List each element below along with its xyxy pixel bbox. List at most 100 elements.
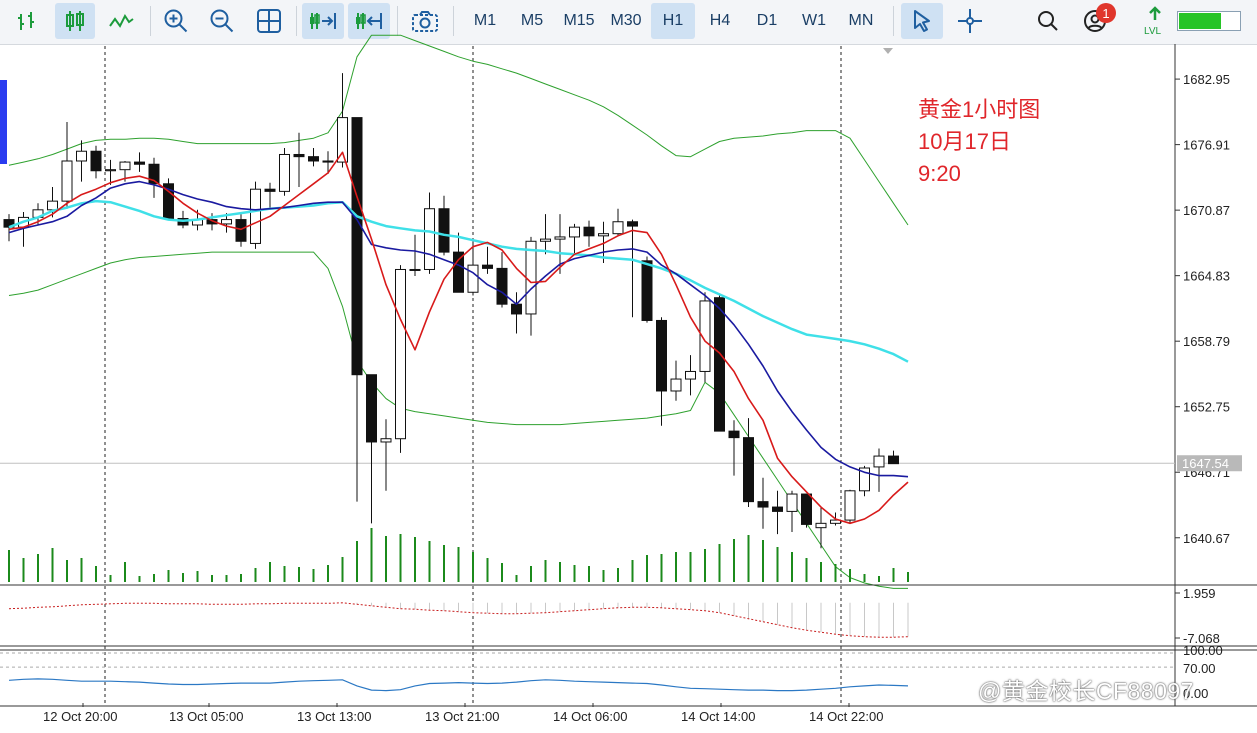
candle-bullish [47,200,58,211]
candle-bullish [380,438,392,443]
chart-toolbar: M1 M5 M15 M30 H1 H4 D1 W1 MN 1 LVL [0,0,1257,45]
time-tick-label: 14 Oct 06:00 [553,709,627,724]
candle-bullish [105,169,116,172]
candle-bullish [873,455,885,468]
candlestick-icon[interactable] [55,3,95,39]
timeframe-h4[interactable]: H4 [709,12,731,29]
candle-bearish [772,506,783,512]
candle-bearish [134,161,145,165]
indicator-tick-label: 0.00 [1183,686,1208,701]
candle-bearish [322,160,334,163]
candle-bearish [801,493,812,525]
candle-bearish [641,260,653,321]
timeframe-m1[interactable]: M1 [473,12,497,29]
annotation-title: 黄金1小时图 [918,97,1041,122]
indicator-signal-line [8,602,909,638]
current-price-label: 1647.54 [1182,456,1229,471]
main-plot-area [0,46,1175,583]
candle-bearish [293,153,305,158]
time-tick-label: 13 Oct 05:00 [169,709,243,724]
candle-bearish [351,117,363,376]
crosshair-icon[interactable] [950,3,990,39]
zoom-out-icon[interactable] [203,3,241,39]
line-chart-icon[interactable] [102,3,142,39]
candle-bearish [438,208,450,253]
cursor-icon[interactable] [901,3,943,39]
candle-bearish [656,319,667,392]
timeframe-d1[interactable]: D1 [756,12,778,29]
candle-bullish [119,161,131,171]
candle-bullish [395,268,406,440]
candle-bullish [409,268,421,271]
bollinger-upper-line [8,34,909,226]
signal-strength-fill [1179,13,1221,29]
candle-bullish [859,467,870,492]
candle-bearish [583,226,595,237]
candle-bullish [61,160,73,202]
search-icon[interactable] [1030,3,1066,39]
timeframe-m5[interactable]: M5 [520,12,544,29]
price-tick-label: 1658.79 [1183,334,1230,349]
indicator-oscillator-line [8,678,909,692]
candle-bullish [554,236,566,240]
candle-bearish [90,150,102,172]
time-tick-label: 12 Oct 20:00 [43,709,117,724]
grid-icon[interactable] [249,3,289,39]
toolbar-separator [893,6,894,36]
candle-bullish [76,150,87,162]
zoom-in-icon[interactable] [157,3,195,39]
candle-bearish [148,163,160,185]
chart-shift-icon[interactable] [348,3,390,39]
price-tick-label: 1652.75 [1183,400,1230,415]
autoscroll-icon[interactable] [302,3,344,39]
annotation-time: 9:20 [918,161,961,186]
candle-bullish [279,153,290,192]
timeframe-m15[interactable]: M15 [563,12,595,29]
time-tick-label: 14 Oct 14:00 [681,709,755,724]
candle-bullish [540,238,551,242]
timeframe-w1[interactable]: W1 [802,12,826,29]
price-tick-label: 1670.87 [1183,203,1230,218]
time-tick-label: 13 Oct 21:00 [425,709,499,724]
candle-bullish [598,233,609,237]
screenshot-icon[interactable] [405,3,445,39]
toolbar-separator [397,6,398,36]
candle-bullish [844,490,856,521]
candle-bullish [815,522,827,529]
toolbar-separator [150,6,151,36]
current-price-box [1177,455,1242,472]
timeframe-mn[interactable]: MN [848,12,874,29]
notification-badge[interactable]: 1 [1096,3,1116,23]
candle-bearish [482,264,493,269]
candle-bearish [235,219,247,242]
signal-level-icon[interactable]: LVL [1143,6,1167,37]
price-tick-label: 1676.91 [1183,138,1230,153]
candle-bullish [612,221,624,235]
toolbar-separator [453,6,454,36]
price-tick-label: 1640.67 [1183,531,1230,546]
candle-bearish [728,430,740,439]
candle-bearish [453,251,464,293]
candle-bearish [714,297,725,432]
candle-bearish [511,303,522,315]
timeframe-m30[interactable]: M30 [610,12,642,29]
candle-bearish [743,437,754,503]
candle-bearish [308,156,319,162]
candle-bullish [786,493,798,512]
indicator-tick-label: 1.959 [1183,586,1216,601]
candle-bearish [627,221,638,227]
candle-bearish [888,455,899,465]
bollinger-lower-line [8,251,908,589]
price-tick-label: 1682.95 [1183,72,1230,87]
indicator-tick-label: 70.00 [1183,661,1216,676]
ma-blue-line [8,180,909,478]
timeframe-h1[interactable]: H1 [651,3,695,39]
price-tick-label: 1664.83 [1183,269,1230,284]
ma-red-line [8,151,909,525]
left-edge-marker [0,80,7,164]
candle-bullish [467,264,479,293]
candle-bullish [221,219,232,225]
bar-chart-icon[interactable] [10,3,46,39]
candle-bullish [250,188,261,244]
